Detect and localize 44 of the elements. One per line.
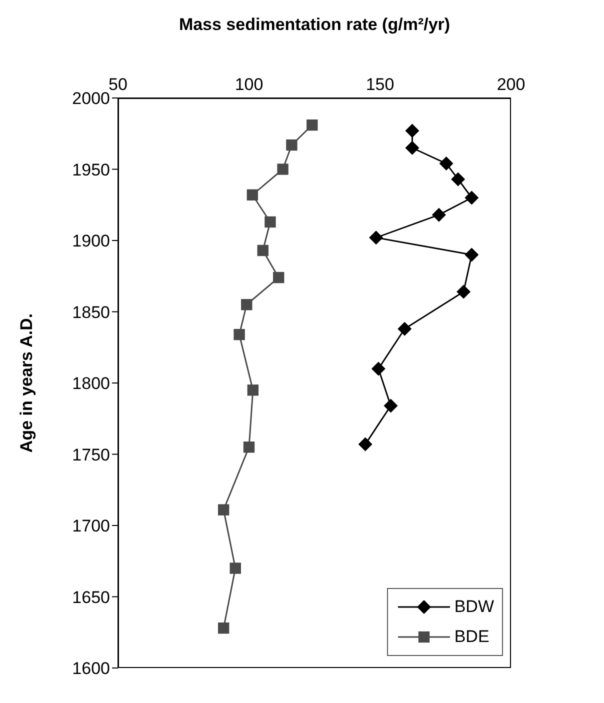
y-tick-label: 2000	[72, 89, 110, 108]
point	[384, 398, 398, 413]
y-tick-label: 1950	[72, 160, 110, 180]
x-tick-label: 100	[234, 75, 264, 94]
y-tick-label: 1700	[72, 516, 110, 536]
legend-label: BDW	[454, 597, 494, 617]
point	[439, 156, 454, 171]
y-tick-label: 1650	[72, 588, 110, 607]
point	[241, 299, 252, 310]
y-tick-label: 1900	[72, 232, 110, 251]
point	[234, 328, 245, 340]
point	[218, 504, 230, 516]
legend-label: BDE	[454, 627, 490, 647]
point	[273, 272, 284, 284]
x-tick-label: 50	[108, 75, 128, 94]
y-tick-label: 1850	[72, 302, 110, 322]
y-tick-label: 1800	[72, 374, 110, 394]
point	[306, 119, 318, 131]
y-tick-label: 1750	[72, 445, 110, 464]
point	[247, 384, 259, 396]
point	[432, 208, 446, 222]
point	[456, 284, 471, 299]
point	[464, 248, 479, 262]
x-tick-label: 150	[366, 75, 394, 94]
x-axis-title: Mass sedimentation rate (g/m²/yr)	[178, 15, 450, 34]
point	[230, 562, 241, 574]
point	[371, 362, 386, 376]
point	[243, 442, 255, 453]
y-axis-title: Age in years A.D.	[17, 313, 36, 453]
point	[451, 172, 466, 186]
point	[398, 322, 412, 336]
point	[264, 216, 276, 228]
point	[369, 230, 384, 245]
point	[358, 437, 372, 452]
point	[277, 164, 288, 175]
point	[464, 190, 479, 205]
point	[218, 622, 230, 634]
y-tick-label: 1600	[72, 659, 110, 678]
x-tick-label: 200	[496, 75, 526, 94]
point	[405, 140, 420, 155]
point	[246, 189, 258, 200]
point	[257, 244, 268, 256]
point	[405, 124, 420, 138]
point	[286, 139, 298, 151]
